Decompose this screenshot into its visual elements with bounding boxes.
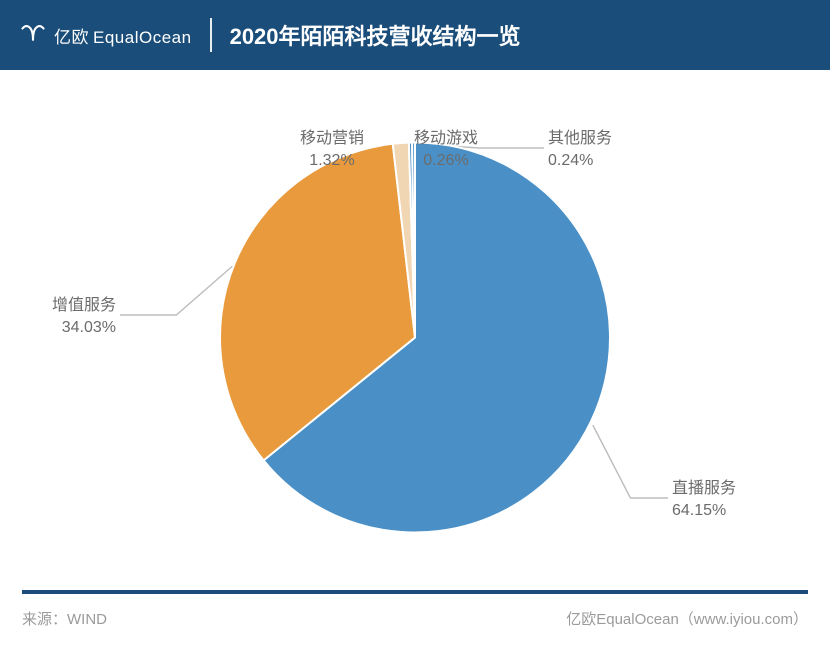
pie-chart: 直播服务64.15% 增值服务34.03% 移动营销1.32% 移动游戏0.26% 其他… [0, 70, 830, 590]
brand-cn: 亿欧 [54, 28, 89, 47]
slice-label: 直播服务64.15% [672, 478, 736, 521]
header-divider [210, 18, 212, 52]
slice-label: 增值服务34.03% [52, 295, 116, 338]
brand-en: EqualOcean [93, 28, 192, 47]
slice-label: 移动营销1.32% [300, 128, 364, 171]
header-bar: 亿欧EqualOcean 2020年陌陌科技营收结构一览 [0, 0, 830, 70]
footer-rule [22, 590, 808, 594]
footer: 来源：WIND 亿欧EqualOcean（www.iyiou.com） [0, 590, 830, 656]
chart-title: 2020年陌陌科技营收结构一览 [230, 19, 521, 51]
slice-label: 其他服务0.24% [548, 128, 612, 171]
pie-svg [215, 138, 615, 538]
credit-text: 亿欧EqualOcean（www.iyiou.com） [566, 608, 808, 629]
source-text: 来源：WIND [22, 608, 107, 629]
brand-text: 亿欧EqualOcean [54, 23, 192, 48]
brand-logo: 亿欧EqualOcean [20, 22, 192, 48]
wave-icon [20, 22, 46, 48]
footer-row: 来源：WIND 亿欧EqualOcean（www.iyiou.com） [22, 608, 808, 629]
pie-holder [215, 138, 615, 543]
slice-label: 移动游戏0.26% [414, 128, 478, 171]
